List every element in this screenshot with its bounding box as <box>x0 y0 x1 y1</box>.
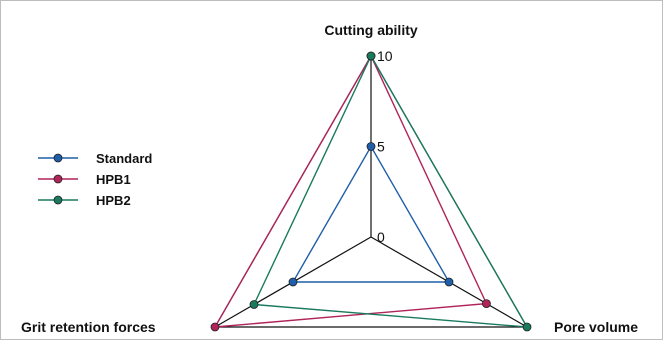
legend-marker-standard <box>53 153 63 163</box>
legend-marker-hpb1 <box>53 174 63 184</box>
legend-label-hpb2: HPB2 <box>96 193 131 208</box>
data-point-hpb2-1 <box>522 322 532 332</box>
tick-label-0: 0 <box>377 229 385 245</box>
series-line-hpb2 <box>252 54 529 328</box>
axis-title-1: Pore volume <box>554 319 638 335</box>
legend-label-hpb1: HPB1 <box>96 172 131 187</box>
axis-title-0: Cutting ability <box>324 22 418 38</box>
tick-label-10: 10 <box>377 48 393 64</box>
data-point-hpb2-0 <box>366 51 376 61</box>
data-point-hpb1-1 <box>482 299 491 309</box>
data-point-standard-2 <box>288 277 298 287</box>
axis-title-2: Grit retention forces <box>21 319 156 335</box>
series-line-hpb1 <box>213 54 488 328</box>
series-line-standard <box>291 145 451 283</box>
data-point-hpb1-2 <box>210 322 220 332</box>
legend-label-standard: Standard <box>96 151 152 166</box>
data-point-standard-1 <box>444 277 454 287</box>
legend-marker-hpb2 <box>53 195 63 205</box>
data-point-hpb2-2 <box>249 300 259 309</box>
tick-label-5: 5 <box>377 139 385 155</box>
data-point-standard-0 <box>366 142 376 151</box>
